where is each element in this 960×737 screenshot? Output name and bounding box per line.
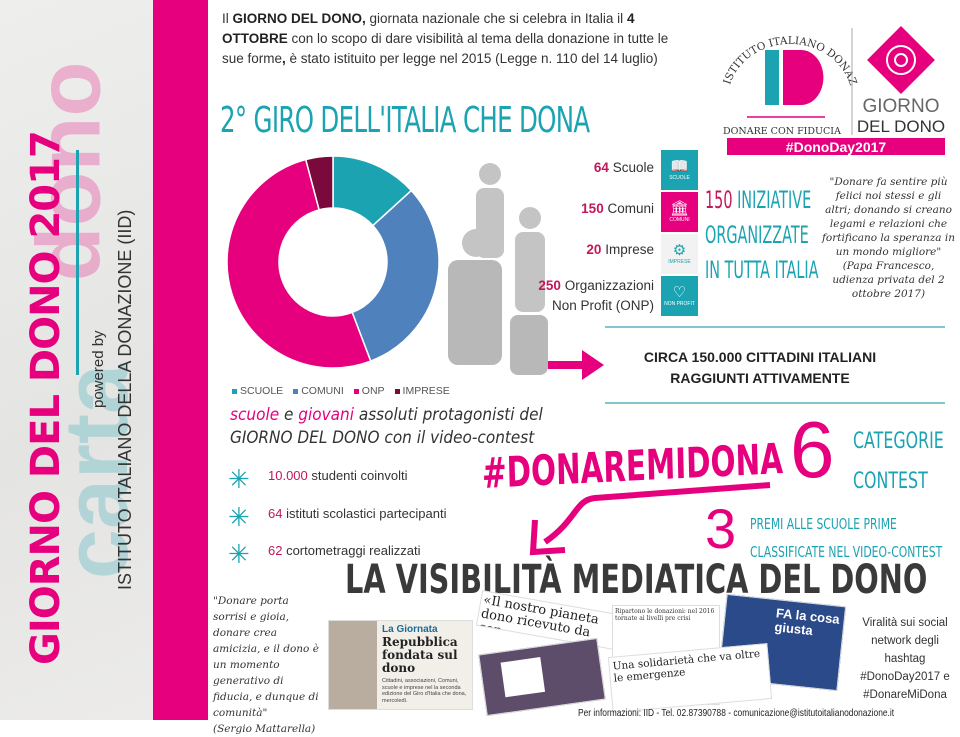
intro-text: Il GIORNO DEL DONO, giornata nazionale c… bbox=[222, 11, 669, 66]
bullet-students: 10.000 studenti coinvolti bbox=[268, 468, 408, 483]
clipping-body: Cittadini, associazioni, Comuni, scuole … bbox=[382, 678, 467, 704]
legend-item: SCUOLE bbox=[232, 385, 283, 397]
logo-arc-text: ISTITUTO ITALIANO DONAZIONE bbox=[700, 1, 858, 87]
logo-block: ISTITUTO ITALIANO DONAZIONE DONARE CON F… bbox=[700, 1, 950, 155]
virality-text: Viralità sui social network degli hashta… bbox=[860, 617, 950, 701]
media-title: LA VISIBILITÀ MEDIATICA DEL DONO bbox=[345, 557, 928, 603]
heart-icon: ♡ bbox=[672, 284, 687, 301]
bullet-films: 62 cortometraggi realizzati bbox=[268, 543, 421, 558]
tile-comuni: 🏛 COMUNI bbox=[661, 192, 698, 232]
donut-slice-comuni bbox=[351, 189, 440, 363]
citizens-text: CIRCA 150.000 CITTADINI ITALIANI RAGGIUNT… bbox=[643, 349, 877, 386]
asterisk-icon: ✳ bbox=[228, 539, 250, 569]
people-silhouettes-icon bbox=[448, 163, 548, 375]
legend-label: ONP bbox=[361, 385, 385, 397]
divider-line bbox=[76, 150, 79, 375]
tile-imprese: ⚙ IMPRESE bbox=[661, 234, 698, 274]
institute-name: ISTITUTO ITALIANO DELLA DONAZIONE (IID) bbox=[115, 209, 135, 590]
book-icon: 📖 bbox=[670, 158, 689, 175]
iid-logo: ISTITUTO ITALIANO DONAZIONE DONARE CON F… bbox=[700, 1, 945, 155]
svg-text:DEL DONO: DEL DONO bbox=[857, 117, 945, 136]
legend-label: SCUOLE bbox=[240, 385, 284, 397]
tile-scuole: 📖 SCUOLE bbox=[661, 150, 698, 190]
divider bbox=[605, 326, 945, 328]
stat-scuole: 64 Scuole bbox=[593, 160, 654, 175]
curved-arrow-icon bbox=[529, 482, 771, 556]
chart-legend: SCUOLE COMUNI ONP IMPRESE bbox=[232, 385, 450, 397]
bullet-schools: 64 istituti scolastici partecipanti bbox=[268, 506, 447, 521]
donut-chart bbox=[226, 155, 440, 369]
stat-imprese: 20 Imprese bbox=[586, 242, 654, 257]
schools-text: scuole e giovani assoluti protagonisti d… bbox=[230, 405, 543, 448]
asterisk-icon: ✳ bbox=[228, 502, 250, 532]
legend-item: COMUNI bbox=[293, 385, 344, 397]
hashtag-banner: #DonoDay2017 bbox=[786, 139, 887, 155]
giorno-del-dono-diamond-icon bbox=[867, 26, 935, 94]
tv-screenshot bbox=[478, 637, 606, 717]
legend-swatch bbox=[232, 388, 237, 394]
initiatives-text: 150 INIZIATIVE ORGANIZZATE IN TUTTA ITALIA bbox=[705, 186, 819, 284]
legend-swatch bbox=[293, 388, 299, 394]
legend-label: COMUNI bbox=[301, 385, 344, 397]
section-title: 2° GIRO DELL'ITALIA CHE DONA bbox=[220, 100, 590, 141]
prizes-text: PREMI ALLE SCUOLE PRIME CLASSIFICATE NEL … bbox=[750, 515, 943, 561]
asterisk-icon: ✳ bbox=[228, 464, 250, 494]
legend-swatch bbox=[394, 388, 400, 394]
donut-slice-imprese bbox=[304, 155, 334, 211]
legend-swatch bbox=[353, 388, 359, 394]
legend-item: ONP bbox=[353, 385, 385, 397]
stat-comuni: 150 Comuni bbox=[581, 201, 654, 216]
press-clipping: La Giornata Repubblica fondata sul dono … bbox=[328, 620, 473, 710]
pink-band bbox=[153, 0, 208, 720]
svg-text:GIORNO: GIORNO bbox=[862, 96, 939, 117]
quote-mattarella: "Donare porta sorrisi e gioia, donare cr… bbox=[213, 595, 319, 735]
gears-icon: ⚙ bbox=[672, 242, 687, 259]
legend-item: IMPRESE bbox=[394, 385, 450, 397]
categories-text: CATEGORIE CONTEST bbox=[853, 429, 944, 494]
arrow-right-icon bbox=[548, 350, 604, 380]
quote-pope: "Donare fa sentire più felici noi stessi… bbox=[822, 176, 955, 300]
prizes-number: 3 bbox=[705, 497, 737, 560]
svg-text:DONARE CON FIDUCIA: DONARE CON FIDUCIA bbox=[723, 126, 841, 137]
donut-slice-onp bbox=[226, 158, 372, 369]
categories-number: 6 bbox=[790, 405, 835, 494]
tile-nonprofit: ♡ NON PROFIT bbox=[661, 276, 698, 316]
sidebar-title: GIORNO DEL DONO 2017 bbox=[23, 131, 69, 665]
sidebar-background: dono carta GIORNO DEL DONO 2017 powered … bbox=[0, 0, 153, 720]
footer-contact: Per informazioni: IID - Tel. 02.87390788… bbox=[578, 707, 895, 719]
legend-label: IMPRESE bbox=[402, 385, 450, 397]
powered-by: powered by bbox=[90, 330, 107, 408]
stat-onp: 250 Organizzazioni Non Profit (ONP) bbox=[538, 278, 654, 313]
svg-text:ISTITUTO ITALIANO DONAZIONE: ISTITUTO ITALIANO DONAZIONE bbox=[705, 10, 859, 87]
divider bbox=[605, 402, 945, 404]
building-icon: 🏛 bbox=[669, 200, 690, 217]
